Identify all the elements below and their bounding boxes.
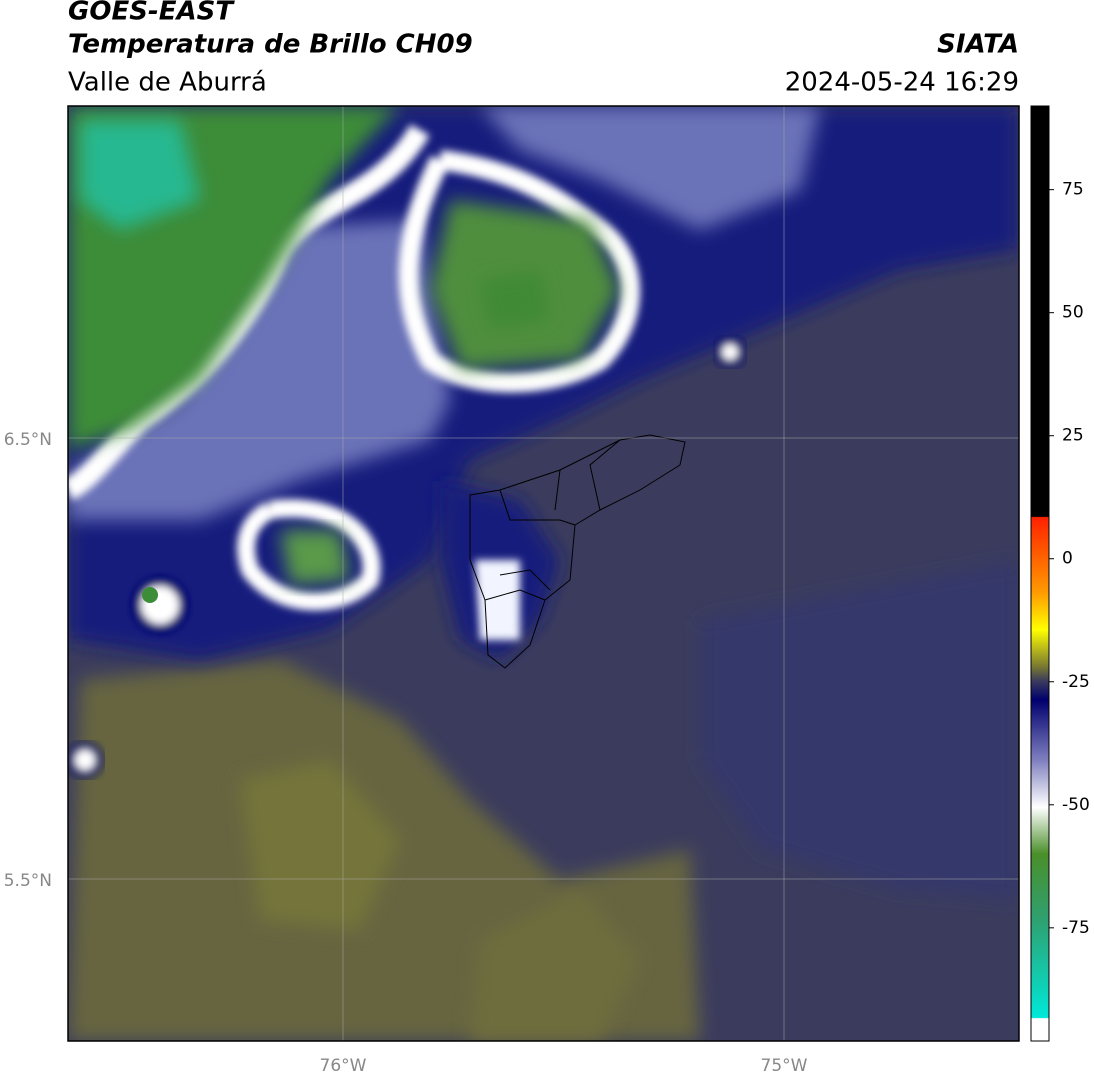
- colorbar-ticks: 75 50 25 0 -25 -50 -75: [1049, 180, 1090, 938]
- colorbar-tick-label: -25: [1062, 672, 1090, 692]
- colorbar-tick-label: 0: [1062, 549, 1073, 569]
- colorbar-tick-label: 75: [1062, 180, 1084, 200]
- lat-label: 6.5°N: [4, 430, 52, 450]
- timestamp: 2024-05-24 16:29: [785, 68, 1019, 98]
- colorbar-tick-label: -75: [1062, 918, 1090, 938]
- region: Valle de Aburrá: [68, 68, 267, 98]
- satellite-image: [68, 106, 1019, 1041]
- graticule: [68, 106, 1019, 1041]
- colorbar-tick-label: -50: [1062, 795, 1090, 815]
- lon-label: 76°W: [320, 1056, 367, 1076]
- colorbar-tick-label: 25: [1062, 426, 1084, 446]
- source: SIATA: [937, 30, 1019, 60]
- title: GOES-EAST: [68, 0, 235, 27]
- subtitle: Temperatura de Brillo CH09: [68, 30, 473, 60]
- map-frame: [67, 105, 1020, 1042]
- lat-label: 5.5°N: [4, 871, 52, 891]
- colorbar-tick-label: 50: [1062, 303, 1084, 323]
- lon-label: 75°W: [761, 1056, 808, 1076]
- colorbar: [1030, 105, 1050, 1042]
